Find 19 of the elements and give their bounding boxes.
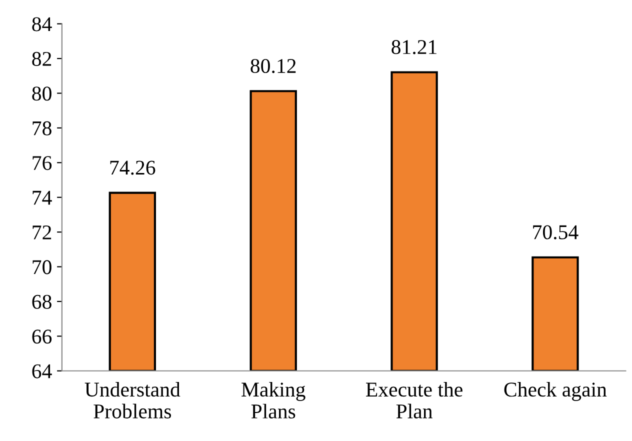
y-tick-label: 64	[32, 364, 52, 378]
y-tick-label: 78	[32, 121, 52, 136]
y-tick-label: 72	[32, 225, 52, 240]
x-tick-label: Check again	[504, 382, 607, 401]
data-label: 81.21	[392, 40, 436, 54]
y-tick-label: 76	[32, 156, 52, 170]
y-tick-label: 66	[32, 330, 52, 344]
y-tick-label: 68	[32, 294, 52, 309]
y-tick-label: 74	[32, 190, 52, 205]
data-label: 70.54	[533, 225, 578, 240]
data-label: 80.12	[250, 58, 296, 74]
y-tick-label: 80	[32, 86, 52, 101]
x-tick-label: Making Plans	[242, 382, 306, 418]
y-tick-label: 82	[32, 52, 52, 66]
y-tick-label: 84	[32, 17, 52, 32]
y-tick-label: 70	[32, 260, 52, 274]
data-label: 74.26	[110, 160, 156, 175]
x-tick-label: Understand Problems	[84, 382, 180, 418]
x-tick-label: Execute the Plan	[366, 382, 462, 418]
